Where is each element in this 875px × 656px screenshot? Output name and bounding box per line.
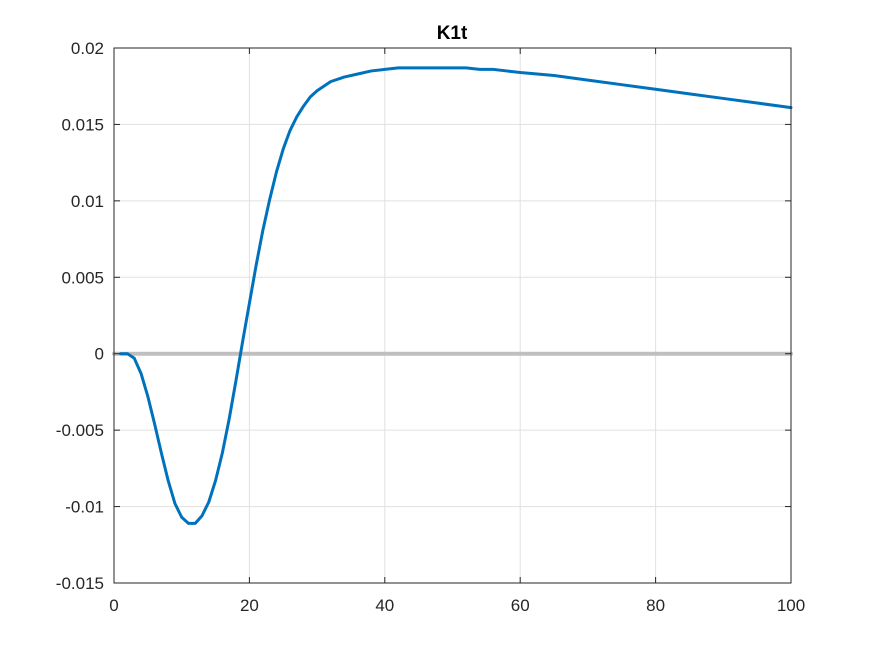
y-tick-label: -0.005 — [56, 421, 104, 440]
chart-title: K1t — [437, 23, 468, 44]
y-tick-label: 0.015 — [61, 115, 104, 134]
x-tick-label: 40 — [375, 596, 394, 615]
y-tick-label: -0.01 — [65, 498, 104, 517]
axis-ticks: 0 20 40 60 80 100 -0.015 -0.01 -0.005 0 0.005 0.01 0… — [56, 39, 805, 615]
x-tick-label: 100 — [777, 596, 805, 615]
y-tick-label: 0.02 — [71, 39, 104, 58]
series-line-k1t — [119, 66, 793, 525]
plot-area-border — [113, 47, 792, 584]
y-tick-label: 0.005 — [61, 268, 104, 287]
x-tick-label: 20 — [240, 596, 259, 615]
x-tick-label: 60 — [511, 596, 530, 615]
y-tick-label: 0 — [95, 345, 104, 364]
y-tick-label: -0.015 — [56, 574, 104, 593]
y-tick-label: 0.01 — [71, 192, 104, 211]
x-tick-label: 0 — [109, 596, 118, 615]
x-tick-label: 80 — [646, 596, 665, 615]
series-layer — [112, 66, 793, 525]
